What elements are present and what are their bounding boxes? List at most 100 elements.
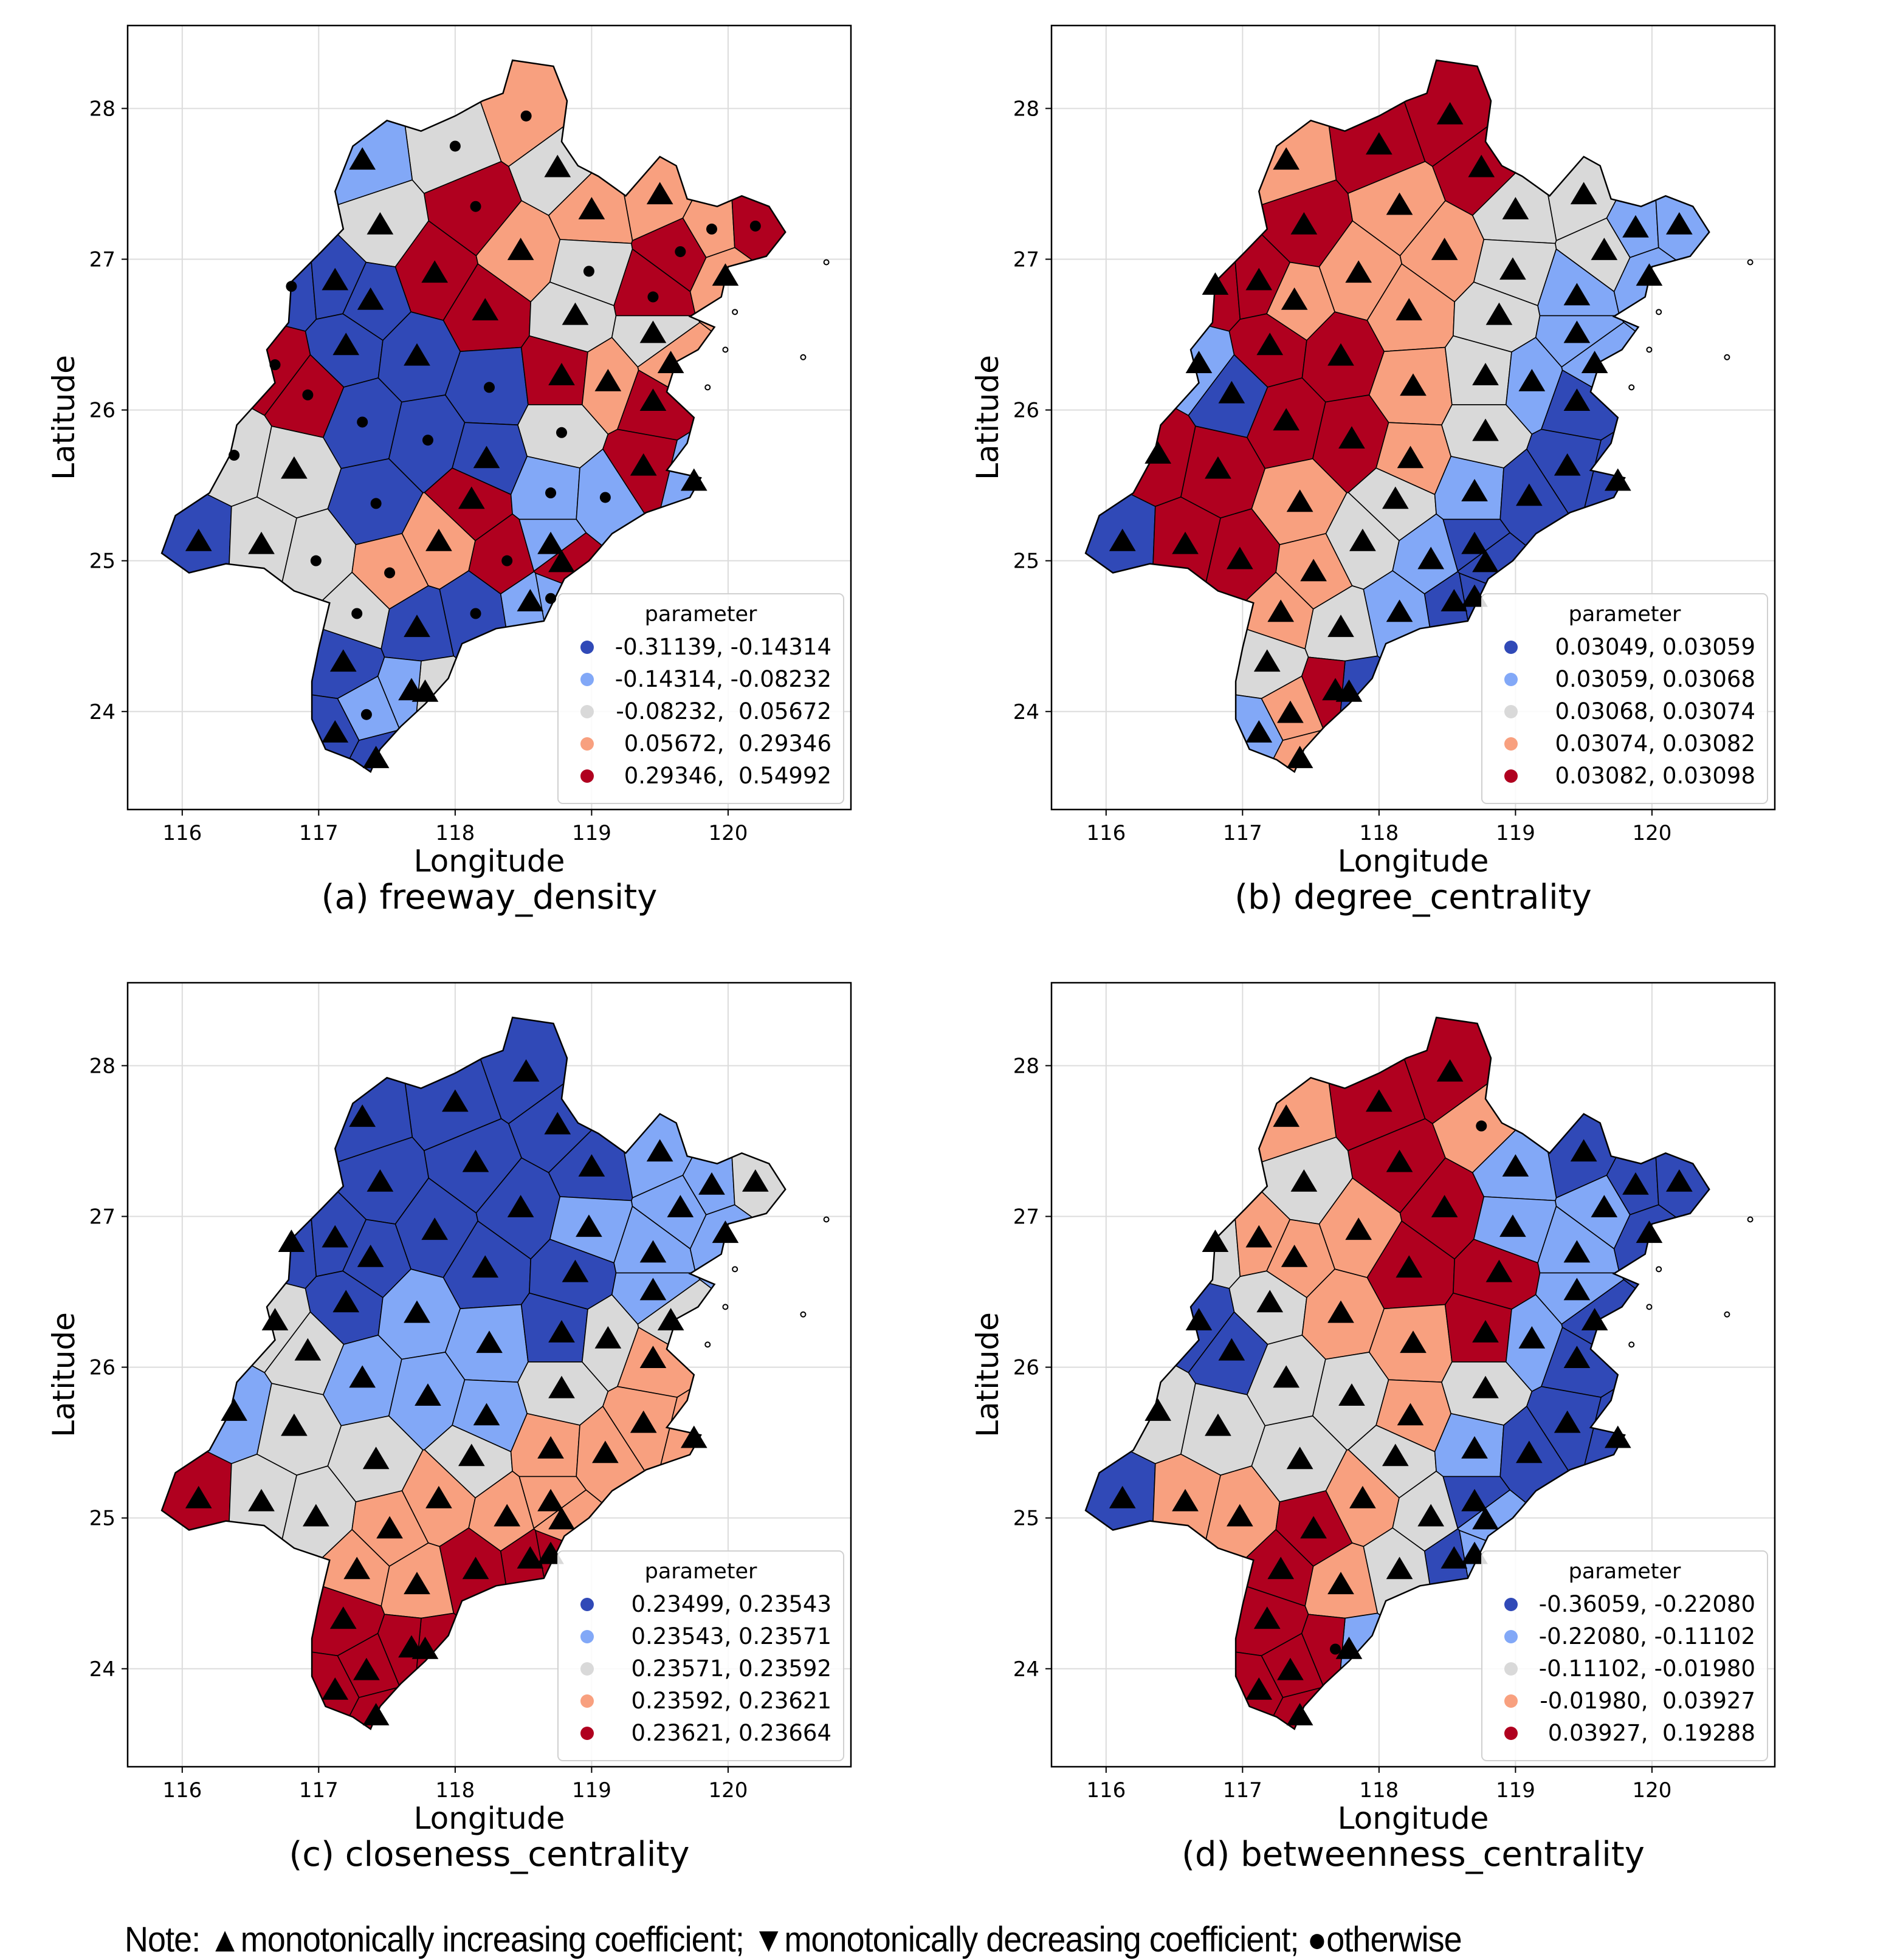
y-tick-label: 25 bbox=[89, 1507, 115, 1531]
circle-marker bbox=[470, 608, 481, 619]
legend-entry: 0.05672, 0.29346 bbox=[617, 731, 831, 757]
legend-swatch bbox=[580, 1598, 594, 1611]
triangle-up-marker bbox=[667, 1195, 694, 1217]
triangle-up-marker bbox=[548, 549, 575, 573]
triangle-up-marker bbox=[322, 1225, 349, 1248]
map-svg-b: 116 117 118 119 120 24 25 26 27 28 Longitude Latitu… bbox=[970, 24, 1776, 917]
triangle-up-marker bbox=[1345, 260, 1372, 283]
island bbox=[1646, 1304, 1653, 1310]
triangle-up-marker bbox=[302, 1504, 329, 1527]
island bbox=[732, 1266, 738, 1273]
triangle-up-marker bbox=[1563, 1346, 1591, 1368]
panel-title: (d) betweenness_centrality bbox=[1182, 1835, 1645, 1874]
triangle-up-marker bbox=[1554, 1410, 1581, 1433]
triangle-up-marker bbox=[1472, 549, 1499, 573]
legend-entry: -0.22080, -0.11102 bbox=[1539, 1623, 1755, 1649]
triangle-up-marker bbox=[594, 368, 622, 391]
triangle-up-marker bbox=[1518, 1326, 1546, 1349]
triangle-up-marker bbox=[537, 1488, 564, 1511]
legend-swatch bbox=[580, 673, 594, 686]
circle-marker bbox=[583, 266, 594, 277]
triangle-up-marker bbox=[1431, 238, 1458, 260]
circle-marker bbox=[470, 201, 481, 212]
y-axis-label: Latitude bbox=[970, 1312, 1005, 1437]
triangle-up-marker bbox=[1172, 1488, 1199, 1511]
triangle-up-marker bbox=[1563, 283, 1591, 306]
island bbox=[823, 1216, 830, 1223]
triangle-up-marker bbox=[404, 343, 430, 366]
legend-box bbox=[557, 593, 844, 804]
triangle-up-marker bbox=[1338, 1383, 1365, 1406]
y-tick-label: 27 bbox=[89, 1205, 115, 1229]
markers bbox=[185, 110, 761, 768]
map-svg-c: 116 117 118 119 120 24 25 26 27 28 Longitude Latitu… bbox=[46, 982, 852, 1874]
legend-swatch bbox=[1504, 737, 1518, 751]
y-tick-label: 24 bbox=[1013, 700, 1039, 724]
triangle-up-marker bbox=[1386, 1149, 1413, 1172]
island bbox=[704, 384, 711, 391]
note-increasing-text: monotonically increasing coefficient; bbox=[240, 1920, 752, 1959]
island bbox=[1724, 354, 1730, 360]
circle-marker bbox=[484, 382, 495, 393]
triangle-up-marker bbox=[1636, 263, 1663, 286]
y-tick-label: 26 bbox=[89, 399, 115, 423]
legend-entry: 0.23621, 0.23664 bbox=[631, 1720, 831, 1746]
y-tick-label: 27 bbox=[89, 248, 115, 272]
triangle-up-marker bbox=[1502, 197, 1529, 219]
triangle-up-marker bbox=[1267, 1556, 1295, 1580]
circle-marker bbox=[370, 498, 382, 509]
triangle-up-marker bbox=[1461, 584, 1488, 607]
x-tick-label: 117 bbox=[1223, 821, 1262, 845]
triangle-up-marker bbox=[1185, 1308, 1213, 1330]
legend-entry: 0.23543, 0.23571 bbox=[631, 1623, 831, 1649]
circle-marker bbox=[422, 435, 433, 446]
triangle-up-marker bbox=[1144, 1398, 1171, 1421]
triangle-up-marker bbox=[1397, 1403, 1424, 1426]
legend-swatch bbox=[1504, 705, 1518, 718]
triangle-up-marker bbox=[639, 388, 667, 411]
island bbox=[732, 309, 738, 315]
island bbox=[722, 1304, 729, 1310]
triangle-up-marker bbox=[1461, 479, 1488, 501]
note-decreasing-text: monotonically decreasing coefficient; bbox=[784, 1920, 1307, 1959]
triangle-up-marker bbox=[1366, 1089, 1392, 1112]
triangle-up-marker bbox=[462, 1556, 489, 1580]
province-outline bbox=[160, 59, 787, 773]
triangle-up-marker bbox=[473, 1403, 500, 1426]
triangle-up-marker bbox=[362, 1703, 390, 1725]
triangle-up-marker bbox=[1281, 287, 1308, 310]
triangle-up-marker bbox=[639, 320, 667, 343]
triangle-up-marker bbox=[548, 1320, 575, 1343]
legend-entry: 0.03082, 0.03098 bbox=[1555, 763, 1755, 789]
triangle-up-marker bbox=[404, 614, 430, 638]
y-axis-label: Latitude bbox=[970, 355, 1005, 480]
markers bbox=[185, 1059, 769, 1725]
triangle-up-marker bbox=[472, 298, 499, 321]
legend-entry: 0.03049, 0.03059 bbox=[1555, 634, 1755, 660]
triangle-up-marker bbox=[1366, 132, 1392, 155]
triangle-up-marker bbox=[1485, 1259, 1513, 1282]
island bbox=[704, 1341, 711, 1348]
circle-marker bbox=[360, 709, 372, 720]
triangle-up-marker bbox=[421, 1217, 449, 1240]
markers bbox=[1109, 1059, 1693, 1725]
triangle-up-marker bbox=[1431, 1195, 1458, 1217]
triangle-up-marker bbox=[1290, 211, 1318, 235]
triangle-up-marker bbox=[425, 528, 452, 551]
triangle-up-marker bbox=[1382, 1443, 1409, 1467]
triangle-up-marker bbox=[1253, 649, 1281, 672]
triangle-up-marker bbox=[322, 267, 349, 291]
triangle-up-marker bbox=[1563, 388, 1591, 411]
triangle-up-marker bbox=[591, 1440, 619, 1463]
x-tick-label: 120 bbox=[708, 821, 748, 845]
y-tick-label: 28 bbox=[89, 1054, 115, 1078]
triangle-up-marker bbox=[1327, 1300, 1354, 1323]
triangle-up-marker bbox=[185, 528, 212, 551]
x-tick-label: 118 bbox=[435, 1778, 475, 1803]
triangle-up-marker bbox=[1417, 546, 1445, 569]
circle-marker bbox=[1330, 1643, 1341, 1655]
triangle-up-marker bbox=[332, 332, 360, 356]
triangle-up-marker bbox=[362, 746, 390, 768]
triangle-up-marker bbox=[1349, 1485, 1376, 1508]
triangle-up-marker bbox=[712, 263, 739, 286]
